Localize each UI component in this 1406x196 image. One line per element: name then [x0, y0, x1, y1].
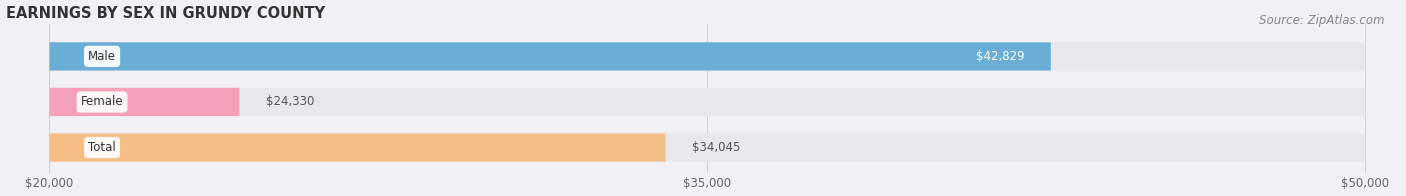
Text: Female: Female [80, 95, 124, 108]
FancyBboxPatch shape [49, 133, 1365, 162]
FancyBboxPatch shape [49, 42, 1365, 71]
Text: Total: Total [89, 141, 115, 154]
FancyBboxPatch shape [49, 88, 239, 116]
FancyBboxPatch shape [49, 42, 1050, 71]
Text: $42,829: $42,829 [976, 50, 1025, 63]
FancyBboxPatch shape [49, 133, 665, 162]
Text: Source: ZipAtlas.com: Source: ZipAtlas.com [1260, 14, 1385, 27]
FancyBboxPatch shape [49, 88, 1365, 116]
Text: $34,045: $34,045 [692, 141, 740, 154]
Text: Male: Male [89, 50, 117, 63]
Text: EARNINGS BY SEX IN GRUNDY COUNTY: EARNINGS BY SEX IN GRUNDY COUNTY [6, 5, 325, 21]
Text: $24,330: $24,330 [266, 95, 314, 108]
